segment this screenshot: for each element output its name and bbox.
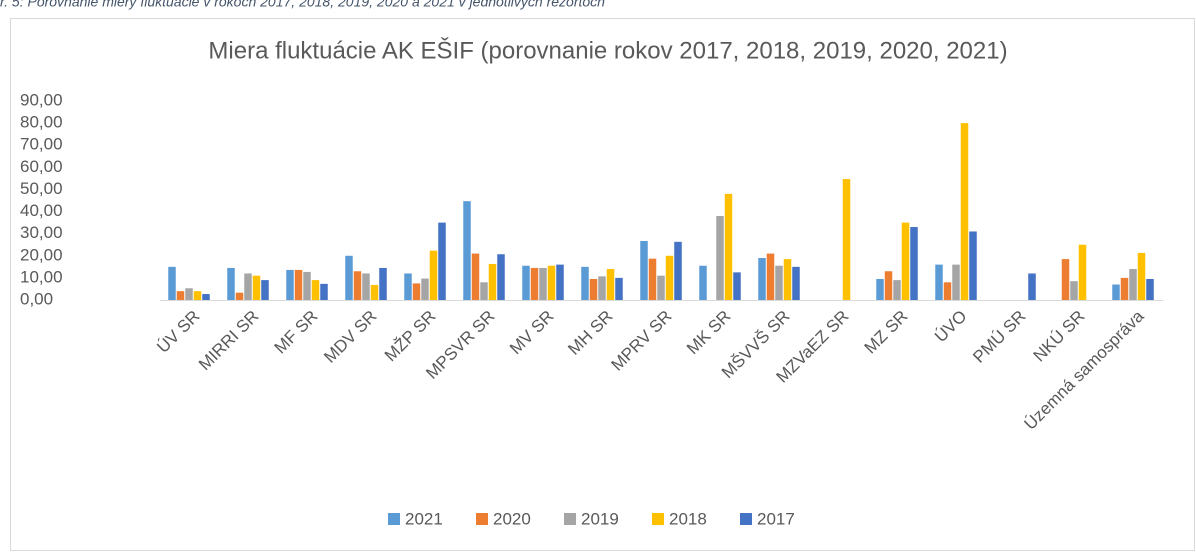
bar: [648, 258, 657, 300]
bar: [480, 282, 488, 300]
y-tick-label: 70,00: [20, 135, 63, 154]
bar: [463, 201, 471, 300]
bar: [674, 241, 682, 300]
bar: [497, 254, 505, 300]
bar: [362, 273, 370, 300]
bar: [202, 294, 210, 300]
y-tick-label: 0,00: [20, 289, 53, 308]
bar: [657, 275, 665, 300]
bar: [235, 292, 244, 300]
bar: [176, 291, 185, 300]
legend-label: 2019: [581, 509, 619, 528]
bar: [1061, 259, 1070, 300]
legend-swatch: [652, 513, 664, 525]
bar: [952, 264, 960, 300]
bar: [589, 278, 598, 300]
bar: [1070, 281, 1078, 300]
bar: [943, 282, 952, 300]
bar: [960, 123, 969, 300]
bar: [261, 280, 269, 300]
bar: [1028, 273, 1036, 300]
legend-label: 2020: [493, 509, 531, 528]
y-tick-label: 90,00: [20, 90, 63, 109]
bar: [429, 250, 438, 300]
y-tick-label: 50,00: [20, 179, 63, 198]
bar: [598, 276, 606, 300]
y-tick-label: 20,00: [20, 245, 63, 264]
y-tick-label: 10,00: [20, 267, 63, 286]
bar: [286, 269, 294, 300]
legend-swatch: [740, 513, 752, 525]
bar: [488, 263, 497, 300]
bar: [733, 272, 741, 300]
bar: [370, 284, 379, 300]
bar: [311, 280, 320, 300]
bar: [1112, 284, 1120, 300]
legend-label: 2018: [669, 509, 707, 528]
bar: [935, 264, 943, 300]
bar: [969, 231, 977, 300]
bar: [193, 291, 202, 300]
bar: [893, 280, 901, 300]
legend-label: 2021: [405, 509, 443, 528]
y-tick-label: 40,00: [20, 201, 63, 220]
bar: [724, 193, 733, 300]
bar: [901, 222, 910, 300]
bar: [522, 265, 530, 300]
bar: [404, 273, 412, 300]
chart-title: Miera fluktuácie AK EŠIF (porovnanie rok…: [208, 36, 1007, 64]
bar: [353, 271, 362, 300]
bar: [185, 288, 193, 300]
bar: [168, 266, 176, 300]
bar: [876, 278, 884, 300]
bar: [699, 265, 707, 300]
bar: [303, 271, 311, 300]
y-tick-label: 60,00: [20, 157, 63, 176]
bar: [1137, 252, 1146, 300]
bar: [606, 269, 615, 300]
bar: [1129, 269, 1137, 300]
bar: [783, 259, 792, 300]
bar: [252, 275, 261, 300]
bar: [1146, 278, 1154, 300]
bar: [640, 240, 648, 300]
bar: [842, 179, 851, 300]
bar: [615, 277, 623, 300]
bar: [379, 267, 387, 300]
y-tick-label: 30,00: [20, 223, 63, 242]
bar: [716, 215, 724, 300]
bar: [345, 255, 353, 300]
bar: [438, 222, 446, 300]
legend-swatch: [564, 513, 576, 525]
bar: [665, 255, 674, 300]
bar: [547, 265, 556, 300]
legend-swatch: [388, 513, 400, 525]
caption: r. 5: Porovnanie miery fluktuácie v roko…: [0, 0, 605, 10]
bar: [775, 265, 783, 300]
bar: [421, 278, 429, 300]
bar: [530, 267, 539, 300]
bar: [227, 267, 235, 300]
bar: [758, 257, 766, 300]
bar: [320, 283, 328, 300]
bar: [792, 266, 800, 300]
y-tick-label: 80,00: [20, 113, 63, 132]
bar: [412, 283, 421, 300]
bar: [471, 253, 480, 300]
bar: [556, 264, 564, 300]
bar: [539, 267, 547, 300]
bar: [1120, 277, 1129, 300]
bar: [581, 266, 589, 300]
legend-label: 2017: [757, 509, 795, 528]
bar: [910, 227, 918, 300]
bar: [1078, 244, 1087, 300]
legend-swatch: [476, 513, 488, 525]
bar: [884, 271, 893, 300]
bar: [766, 253, 775, 300]
bar: [294, 269, 303, 300]
bar: [244, 273, 252, 300]
